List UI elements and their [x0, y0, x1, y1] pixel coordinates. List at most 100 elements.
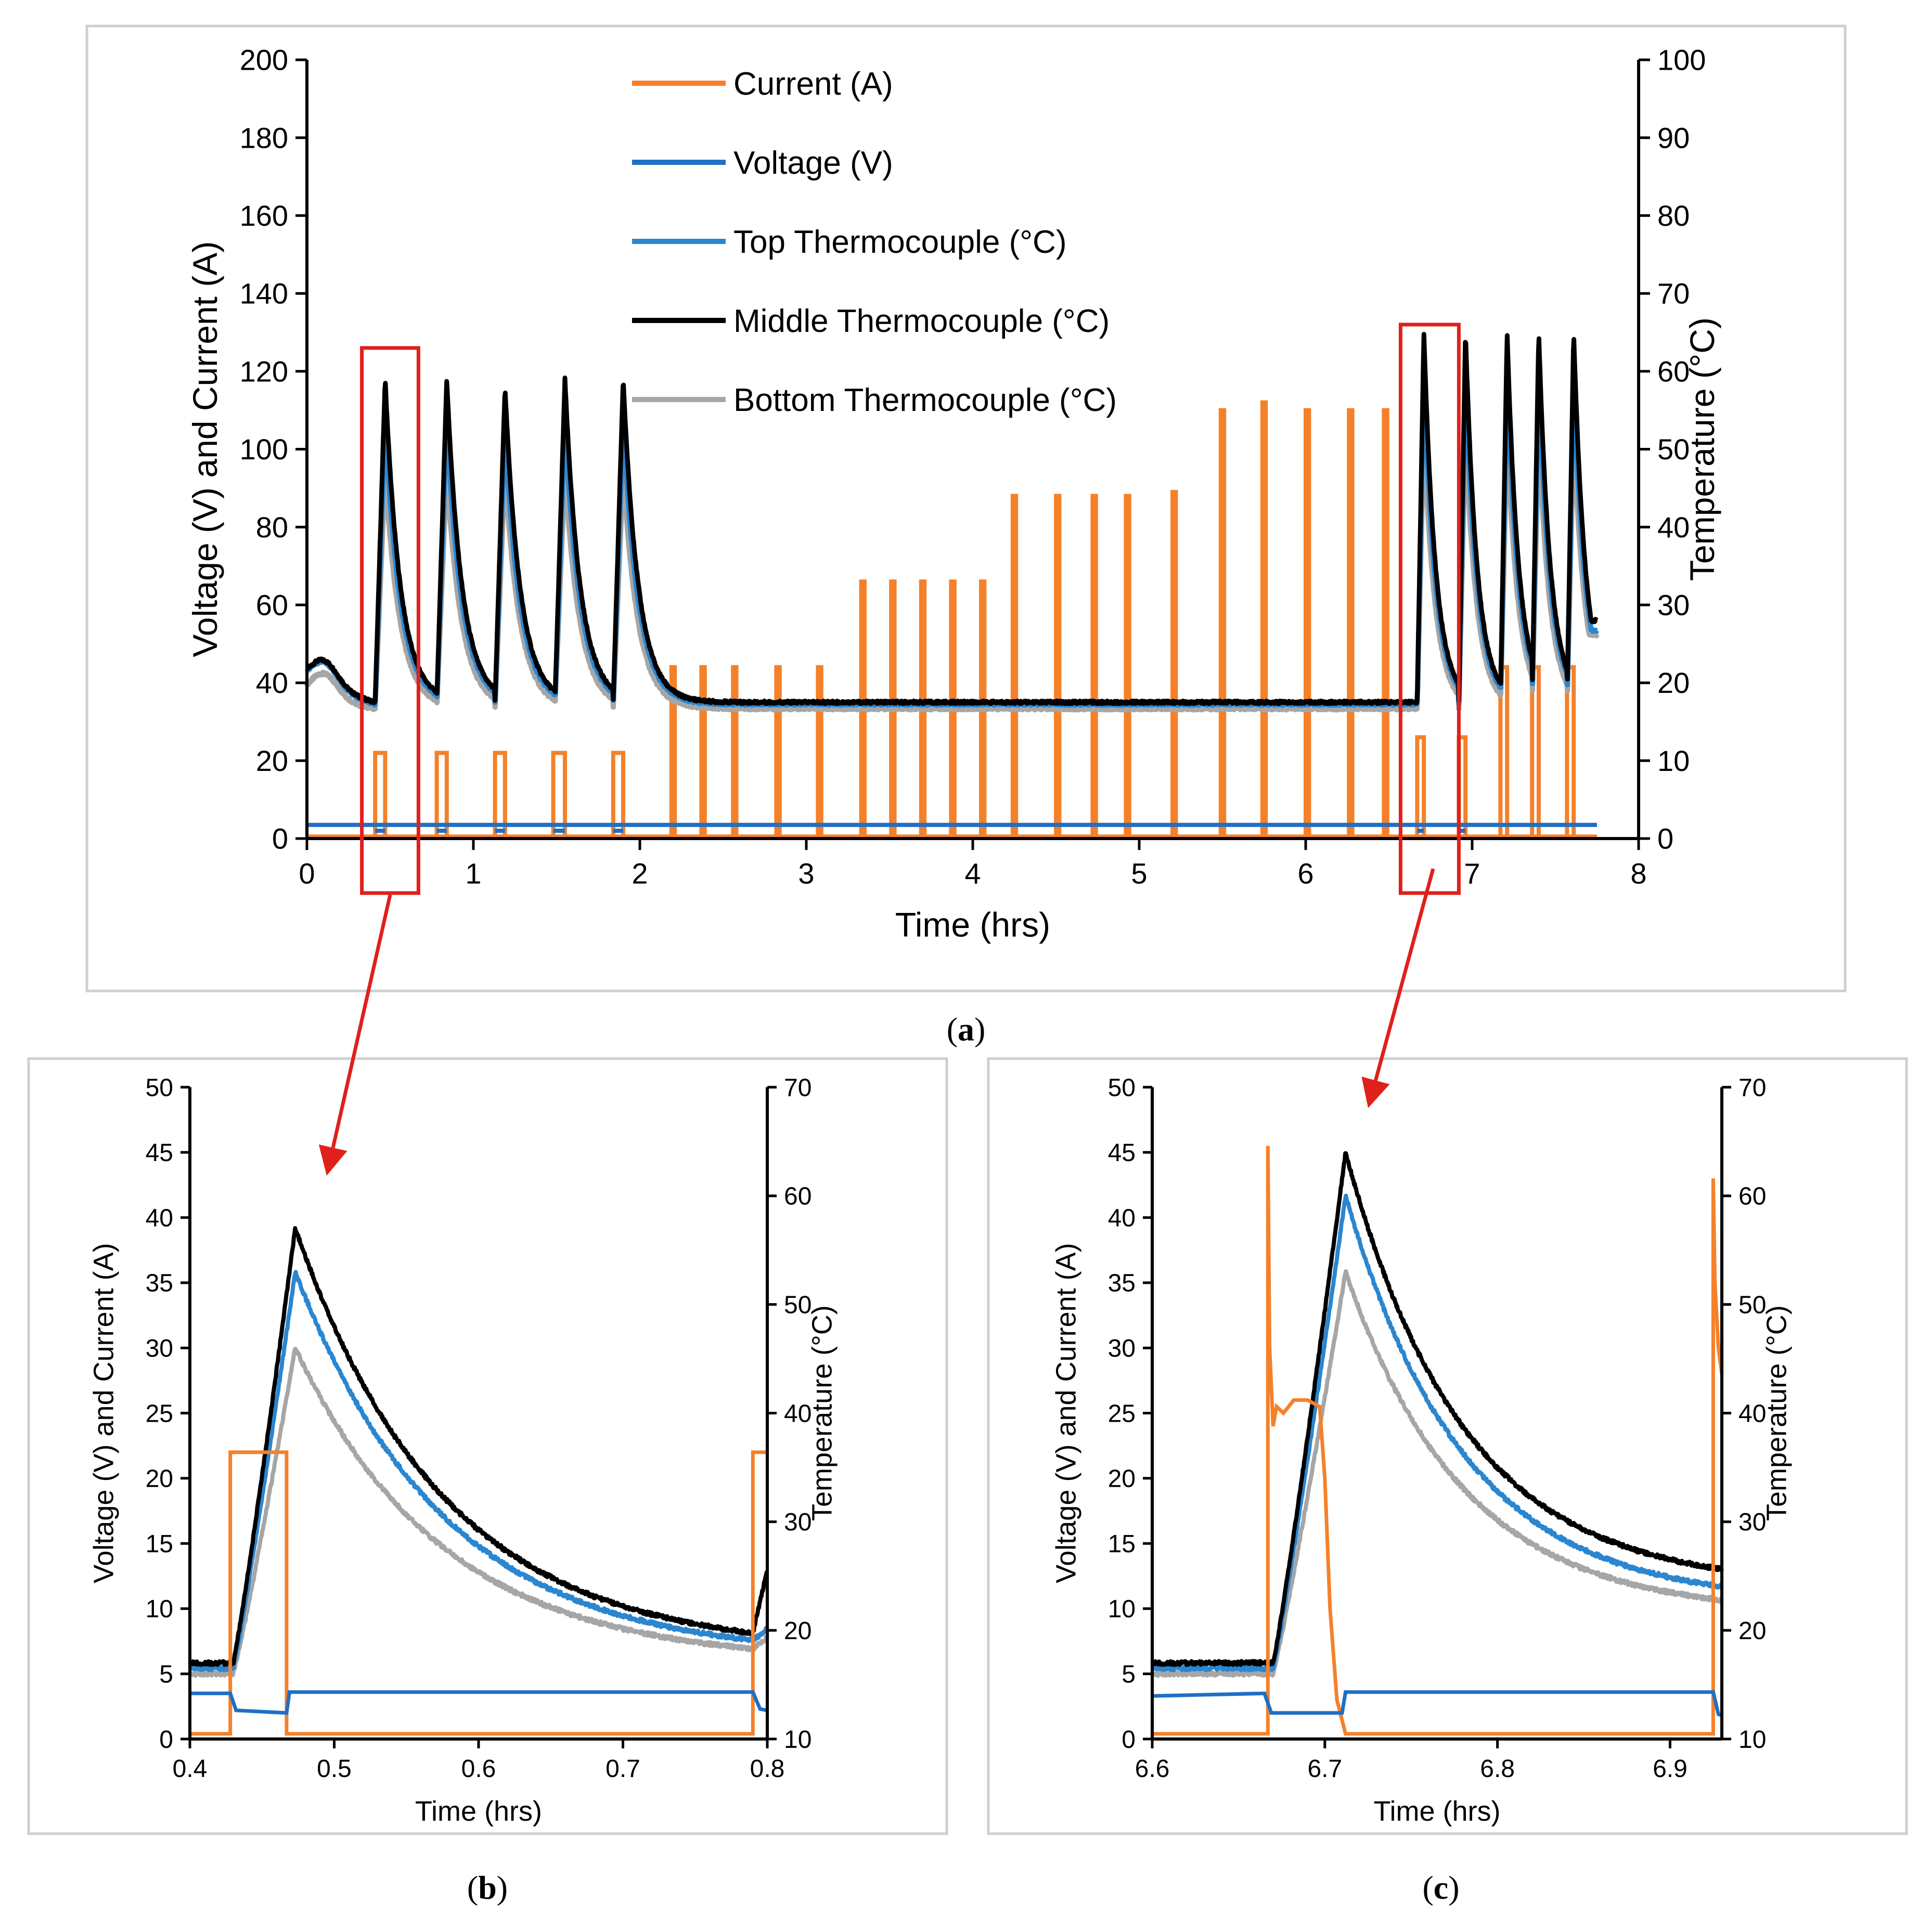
a-x-tick-label: 1 — [465, 857, 481, 890]
panel-c-chart: 0 5 10 15 20 25 30 35 40 45 50 10 20 30 40 50 60 70 6.6 6.7… — [987, 1057, 1908, 1835]
a-current-pulse — [1124, 494, 1131, 837]
b-x-axis-title: Time (hrs) — [415, 1796, 542, 1827]
a-y-tick-label: 60 — [256, 589, 288, 622]
a-y-tick-label: 0 — [272, 822, 288, 855]
c-y2-tick-label: 10 — [1738, 1726, 1766, 1754]
b-top-thermocouple-series — [188, 1270, 769, 1672]
a-y2-tick-label: 90 — [1657, 121, 1690, 154]
b-current-series — [190, 1450, 767, 1736]
b-y-tick-label: 15 — [146, 1530, 173, 1558]
a-middle-thermocouple-series — [305, 332, 1599, 706]
b-bottom-thermocouple-series — [188, 1347, 769, 1678]
a-current-pulse — [493, 751, 507, 837]
c-y2-tick-label: 30 — [1738, 1509, 1766, 1536]
b-y2-tick-label: 30 — [784, 1509, 812, 1536]
b-y-tick-label: 40 — [146, 1204, 173, 1232]
b-y-tick-label: 45 — [146, 1139, 173, 1167]
a-current-pulse — [816, 665, 823, 837]
panel-b-border — [27, 1057, 948, 1835]
b-x-tick-label: 0.7 — [606, 1755, 640, 1783]
c-x-tick-label: 6.9 — [1653, 1755, 1688, 1783]
a-current-pulse — [1347, 408, 1355, 837]
c-y-tick-label: 0 — [1122, 1726, 1136, 1754]
b-y2-tick-label: 40 — [784, 1400, 812, 1427]
c-voltage-series — [1152, 1690, 1723, 1718]
a-current-pulse — [1218, 408, 1227, 837]
b-y2-axis-title: Temperature (°C) — [807, 1305, 838, 1521]
arrow-to-panel-b-head — [318, 1144, 347, 1176]
a-current-pulse — [774, 665, 782, 837]
b-y-tick-label: 5 — [159, 1661, 173, 1689]
a-x-tick-label: 5 — [1131, 857, 1147, 890]
b-y-tick-label: 50 — [146, 1074, 173, 1102]
b-y-axis-title: Voltage (V) and Current (A) — [88, 1243, 119, 1583]
a-legend-entry: Current (A) — [733, 66, 893, 102]
a-y2-tick-label: 30 — [1657, 589, 1690, 622]
a-legend-entry: Voltage (V) — [733, 145, 893, 181]
arrow-to-panel-c — [1374, 868, 1435, 1081]
a-y2-tick-label: 100 — [1657, 44, 1706, 76]
a-y-tick-label: 200 — [240, 44, 288, 76]
c-top-thermocouple-series — [1151, 1193, 1724, 1672]
b-x-tick-label: 0.6 — [461, 1755, 496, 1783]
b-y2-tick-label: 50 — [784, 1291, 812, 1319]
a-y-tick-label: 20 — [256, 744, 288, 777]
b-x-tick-label: 0.8 — [750, 1755, 785, 1783]
a-highlight-box — [360, 346, 420, 895]
panel-b-plot-area — [188, 1226, 769, 1736]
a-x-tick-label: 2 — [632, 857, 648, 890]
panel-a-legend: Current (A) Voltage (V) Top Thermocouple (… — [632, 66, 1117, 418]
a-current-pulse — [1010, 494, 1019, 837]
a-current-pulse — [1054, 494, 1062, 837]
b-y2-tick-label: 20 — [784, 1617, 812, 1645]
a-current-pulse — [731, 665, 739, 837]
a-x-axis-title: Time (hrs) — [895, 906, 1050, 944]
a-y-axis-title: Voltage (V) and Current (A) — [186, 241, 224, 658]
c-x-tick-label: 6.7 — [1307, 1755, 1342, 1783]
caption-b-letter: b — [478, 1869, 497, 1906]
a-x-tick-label: 3 — [798, 857, 814, 890]
a-current-pulse — [699, 665, 707, 837]
a-current-pulse — [1260, 400, 1268, 837]
a-x-tick-label: 4 — [964, 857, 981, 890]
a-y2-tick-label: 0 — [1657, 822, 1673, 855]
b-voltage-series — [190, 1690, 768, 1715]
c-y-tick-label: 20 — [1108, 1465, 1136, 1493]
c-y-tick-label: 30 — [1108, 1335, 1136, 1362]
a-x-tick-label: 6 — [1297, 857, 1313, 890]
a-y2-tick-label: 70 — [1657, 277, 1690, 310]
c-y-tick-label: 35 — [1108, 1270, 1136, 1297]
c-y-tick-label: 50 — [1108, 1074, 1136, 1102]
a-y-tick-label: 80 — [256, 511, 288, 544]
caption-b: (b) — [467, 1869, 508, 1906]
a-y2-tick-label: 10 — [1657, 744, 1690, 777]
a-y2-tick-label: 50 — [1657, 433, 1690, 466]
c-bottom-thermocouple-series — [1150, 1269, 1724, 1678]
c-y-tick-label: 45 — [1108, 1139, 1136, 1167]
caption-a: (a) — [947, 1011, 986, 1048]
caption-a-letter: a — [958, 1011, 974, 1048]
a-legend-entry: Top Thermocouple (°C) — [733, 224, 1066, 260]
c-y2-tick-label: 50 — [1738, 1291, 1766, 1319]
a-current-pulse — [434, 751, 449, 837]
zoom-arrows — [318, 868, 1435, 1176]
a-current-pulse — [1382, 408, 1389, 837]
a-y-tick-label: 120 — [240, 355, 288, 388]
a-y-tick-label: 180 — [240, 121, 288, 154]
panel-b-chart: 0 5 10 15 20 25 30 35 40 45 50 10 20 30 40 50 60 70 0.4 0.5… — [27, 1057, 948, 1835]
panel-c-plot-area — [1150, 1145, 1724, 1736]
c-y2-tick-label: 20 — [1738, 1617, 1766, 1645]
panel-c-axes: 0 5 10 15 20 25 30 35 40 45 50 10 20 30 40 50 60 70 6.6 6.7… — [1050, 1074, 1792, 1827]
a-y2-tick-label: 20 — [1657, 666, 1690, 699]
b-y2-tick-label: 60 — [784, 1183, 812, 1210]
a-y2-axis-title: Temperature (°C) — [1683, 317, 1721, 581]
a-y-tick-label: 140 — [240, 277, 288, 310]
caption-c: (c) — [1422, 1869, 1459, 1906]
c-y2-tick-label: 70 — [1738, 1074, 1766, 1102]
a-y2-tick-label: 80 — [1657, 199, 1690, 232]
c-y-tick-label: 40 — [1108, 1204, 1136, 1232]
a-y-tick-label: 40 — [256, 666, 288, 699]
b-middle-thermocouple-series — [188, 1226, 769, 1667]
c-y2-tick-label: 60 — [1738, 1183, 1766, 1210]
